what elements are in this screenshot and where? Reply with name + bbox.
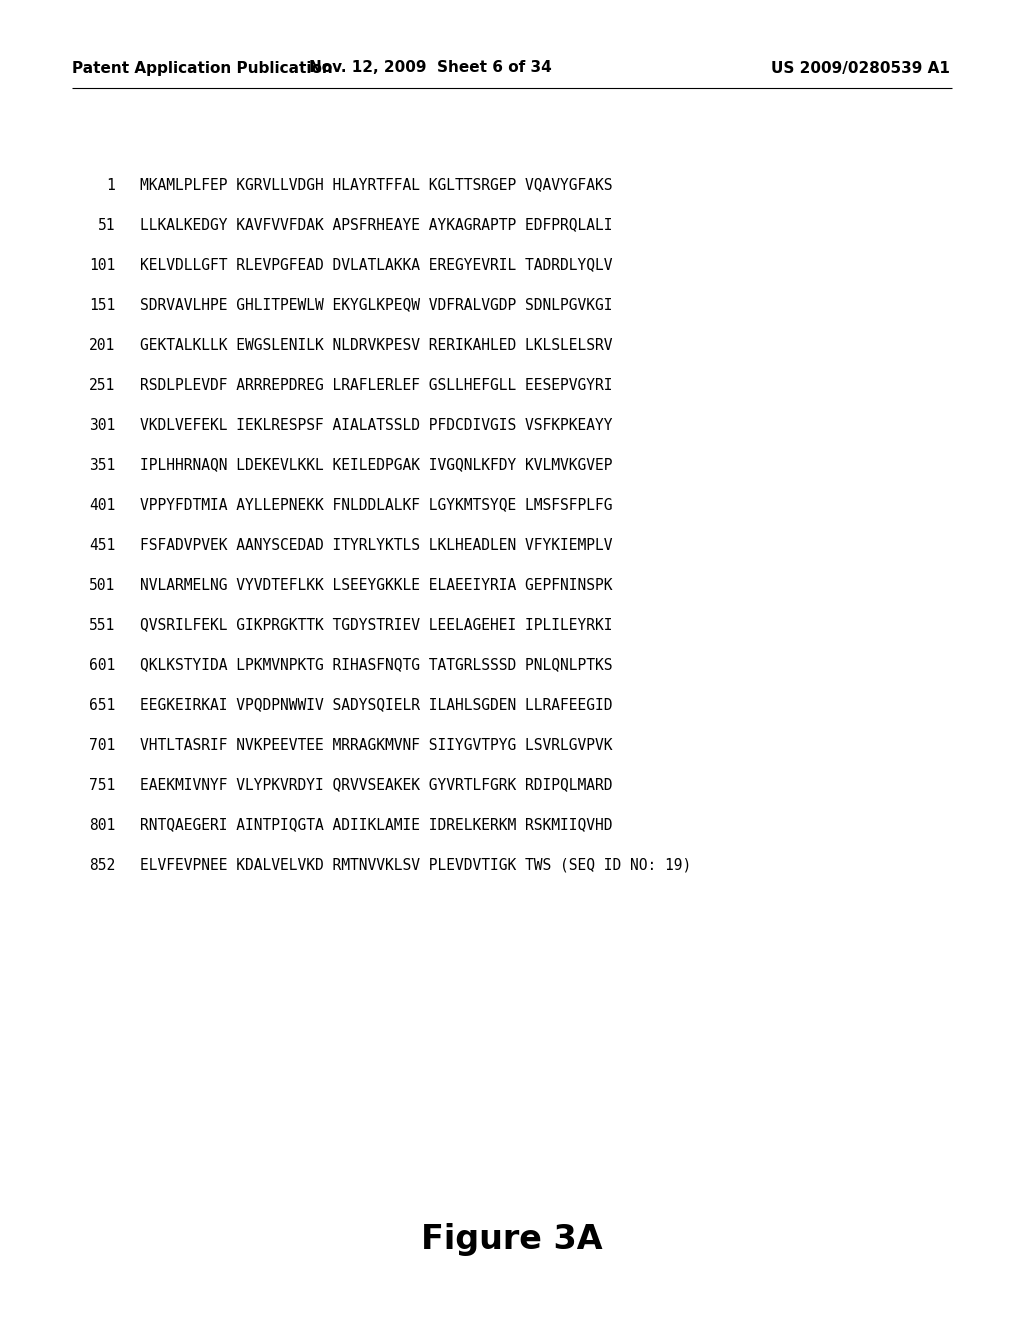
- Text: ELVFEVPNEE KDALVELVKD RMTNVVKLSV PLEVDVTIGK TWS (SEQ ID NO: 19): ELVFEVPNEE KDALVELVKD RMTNVVKLSV PLEVDVT…: [140, 858, 691, 873]
- Text: NVLARMELNG VYVDTEFLKK LSEEYGKKLE ELAEEIYRIA GEPFNINSPK: NVLARMELNG VYVDTEFLKK LSEEYGKKLE ELAEEIY…: [140, 578, 612, 593]
- Text: RNTQAEGERI AINTPIQGTA ADIIKLAMIE IDRELKERKM RSKMIIQVHD: RNTQAEGERI AINTPIQGTA ADIIKLAMIE IDRELKE…: [140, 817, 612, 833]
- Text: 151: 151: [89, 297, 115, 313]
- Text: US 2009/0280539 A1: US 2009/0280539 A1: [771, 61, 950, 75]
- Text: 801: 801: [89, 817, 115, 833]
- Text: 751: 751: [89, 777, 115, 792]
- Text: 301: 301: [89, 417, 115, 433]
- Text: FSFADVPVEK AANYSCEDAD ITYRLYKTLS LKLHEADLEN VFYKIEMPLV: FSFADVPVEK AANYSCEDAD ITYRLYKTLS LKLHEAD…: [140, 537, 612, 553]
- Text: LLKALKEDGY KAVFVVFDAK APSFRHEAYE AYKAGRAPTP EDFPRQLALI: LLKALKEDGY KAVFVVFDAK APSFRHEAYE AYKAGRA…: [140, 218, 612, 232]
- Text: Patent Application Publication: Patent Application Publication: [72, 61, 333, 75]
- Text: VHTLTASRIF NVKPEEVTEE MRRAGKMVNF SIIYGVTPYG LSVRLGVPVK: VHTLTASRIF NVKPEEVTEE MRRAGKMVNF SIIYGVT…: [140, 738, 612, 752]
- Text: QKLKSTYIDA LPKMVNPKTG RIHASFNQTG TATGRLSSSD PNLQNLPTKS: QKLKSTYIDA LPKMVNPKTG RIHASFNQTG TATGRLS…: [140, 657, 612, 672]
- Text: 451: 451: [89, 537, 115, 553]
- Text: SDRVAVLHPE GHLITPEWLW EKYGLKPEQW VDFRALVGDP SDNLPGVKGI: SDRVAVLHPE GHLITPEWLW EKYGLKPEQW VDFRALV…: [140, 297, 612, 313]
- Text: Nov. 12, 2009  Sheet 6 of 34: Nov. 12, 2009 Sheet 6 of 34: [308, 61, 551, 75]
- Text: 401: 401: [89, 498, 115, 512]
- Text: GEKTALKLLK EWGSLENILK NLDRVKPESV RERIKAHLED LKLSLELSRV: GEKTALKLLK EWGSLENILK NLDRVKPESV RERIKAH…: [140, 338, 612, 352]
- Text: KELVDLLGFT RLEVPGFEAD DVLATLAKKA EREGYEVRIL TADRDLYQLV: KELVDLLGFT RLEVPGFEAD DVLATLAKKA EREGYEV…: [140, 257, 612, 272]
- Text: 251: 251: [89, 378, 115, 392]
- Text: EEGKEIRKAI VPQDPNWWIV SADYSQIELR ILAHLSGDEN LLRAFEEGID: EEGKEIRKAI VPQDPNWWIV SADYSQIELR ILAHLSG…: [140, 697, 612, 713]
- Text: 701: 701: [89, 738, 115, 752]
- Text: MKAMLPLFEP KGRVLLVDGH HLAYRTFFAL KGLTTSRGEP VQAVYGFAKS: MKAMLPLFEP KGRVLLVDGH HLAYRTFFAL KGLTTSR…: [140, 177, 612, 193]
- Text: 51: 51: [97, 218, 115, 232]
- Text: 1: 1: [106, 177, 115, 193]
- Text: VPPYFDTMIA AYLLEPNEKK FNLDDLALKF LGYKMTSYQE LMSFSFPLFG: VPPYFDTMIA AYLLEPNEKK FNLDDLALKF LGYKMTS…: [140, 498, 612, 512]
- Text: VKDLVEFEKL IEKLRESPSF AIALATSSLD PFDCDIVGIS VSFKPKEAYY: VKDLVEFEKL IEKLRESPSF AIALATSSLD PFDCDIV…: [140, 417, 612, 433]
- Text: 601: 601: [89, 657, 115, 672]
- Text: IPLHHRNAQN LDEKEVLKKL KEILEDPGAK IVGQNLKFDY KVLMVKGVEP: IPLHHRNAQN LDEKEVLKKL KEILEDPGAK IVGQNLK…: [140, 458, 612, 473]
- Text: RSDLPLEVDF ARRREPDREG LRAFLERLEF GSLLHEFGLL EESEPVGYRI: RSDLPLEVDF ARRREPDREG LRAFLERLEF GSLLHEF…: [140, 378, 612, 392]
- Text: 201: 201: [89, 338, 115, 352]
- Text: EAEKMIVNYF VLYPKVRDYI QRVVSEAKEK GYVRTLFGRK RDIPQLMARD: EAEKMIVNYF VLYPKVRDYI QRVVSEAKEK GYVRTLF…: [140, 777, 612, 792]
- Text: 651: 651: [89, 697, 115, 713]
- Text: Figure 3A: Figure 3A: [421, 1224, 603, 1257]
- Text: 101: 101: [89, 257, 115, 272]
- Text: 852: 852: [89, 858, 115, 873]
- Text: 551: 551: [89, 618, 115, 632]
- Text: QVSRILFEKL GIKPRGKTTK TGDYSTRIEV LEELAGEHEI IPLILEYRKI: QVSRILFEKL GIKPRGKTTK TGDYSTRIEV LEELAGE…: [140, 618, 612, 632]
- Text: 351: 351: [89, 458, 115, 473]
- Text: 501: 501: [89, 578, 115, 593]
